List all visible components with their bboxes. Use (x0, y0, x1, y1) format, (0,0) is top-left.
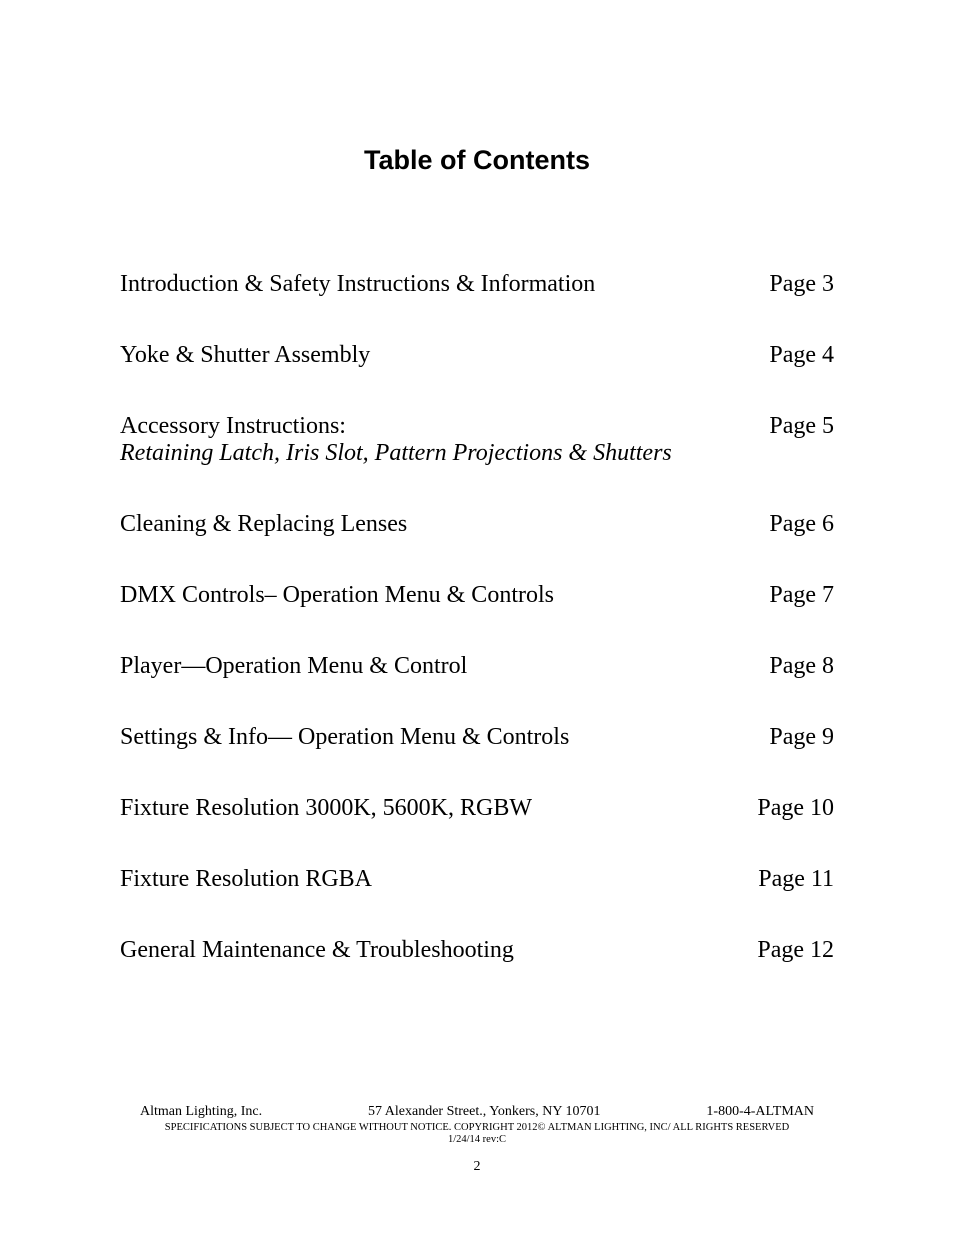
footer-pagenum: 2 (0, 1159, 954, 1175)
toc-page: Page 11 (758, 866, 834, 893)
toc-entry: Fixture Resolution 3000K, 5600K, RGBW Pa… (120, 795, 834, 822)
toc-label: Introduction & Safety Instructions & Inf… (120, 271, 749, 298)
toc-page: Page 5 (769, 413, 834, 440)
toc-page: Page 8 (769, 653, 834, 680)
toc-page: Page 12 (757, 937, 834, 964)
toc-page: Page 10 (757, 795, 834, 822)
toc-page: Page 9 (769, 724, 834, 751)
toc-entry: Fixture Resolution RGBA Page 11 (120, 866, 834, 893)
page-title: Table of Contents (120, 145, 834, 176)
toc-label: DMX Controls– Operation Menu & Controls (120, 582, 749, 609)
toc-label-main: Accessory Instructions: (120, 413, 346, 439)
footer-company: Altman Lighting, Inc. (140, 1104, 262, 1120)
footer-address: 57 Alexander Street., Yonkers, NY 10701 (368, 1104, 600, 1120)
toc-page: Page 4 (769, 342, 834, 369)
toc-page: Page 6 (769, 511, 834, 538)
toc-label: General Maintenance & Troubleshooting (120, 937, 737, 964)
toc-entry: General Maintenance & Troubleshooting Pa… (120, 937, 834, 964)
footer-copyright: SPECIFICATIONS SUBJECT TO CHANGE WITHOUT… (0, 1122, 954, 1133)
toc-label: Player—Operation Menu & Control (120, 653, 749, 680)
toc-entry: Accessory Instructions: Retaining Latch,… (120, 413, 834, 467)
toc-entry: DMX Controls– Operation Menu & Controls … (120, 582, 834, 609)
toc-label: Yoke & Shutter Assembly (120, 342, 749, 369)
page-content: Table of Contents Introduction & Safety … (0, 0, 954, 1008)
toc-label: Cleaning & Replacing Lenses (120, 511, 749, 538)
toc-entry: Yoke & Shutter Assembly Page 4 (120, 342, 834, 369)
toc-label: Accessory Instructions: Retaining Latch,… (120, 413, 749, 467)
toc-page: Page 3 (769, 271, 834, 298)
toc-entry: Player—Operation Menu & Control Page 8 (120, 653, 834, 680)
footer: Altman Lighting, Inc. 57 Alexander Stree… (0, 1104, 954, 1175)
toc-label: Settings & Info— Operation Menu & Contro… (120, 724, 749, 751)
toc-list: Introduction & Safety Instructions & Inf… (120, 271, 834, 1008)
footer-revision: 1/24/14 rev:C (0, 1134, 954, 1145)
footer-line1: Altman Lighting, Inc. 57 Alexander Stree… (0, 1104, 954, 1120)
toc-entry: Cleaning & Replacing Lenses Page 6 (120, 511, 834, 538)
toc-subtitle: Retaining Latch, Iris Slot, Pattern Proj… (120, 440, 749, 467)
toc-entry: Introduction & Safety Instructions & Inf… (120, 271, 834, 298)
toc-label: Fixture Resolution RGBA (120, 866, 738, 893)
toc-label: Fixture Resolution 3000K, 5600K, RGBW (120, 795, 737, 822)
footer-phone: 1-800-4-ALTMAN (706, 1104, 814, 1120)
toc-entry: Settings & Info— Operation Menu & Contro… (120, 724, 834, 751)
toc-page: Page 7 (769, 582, 834, 609)
